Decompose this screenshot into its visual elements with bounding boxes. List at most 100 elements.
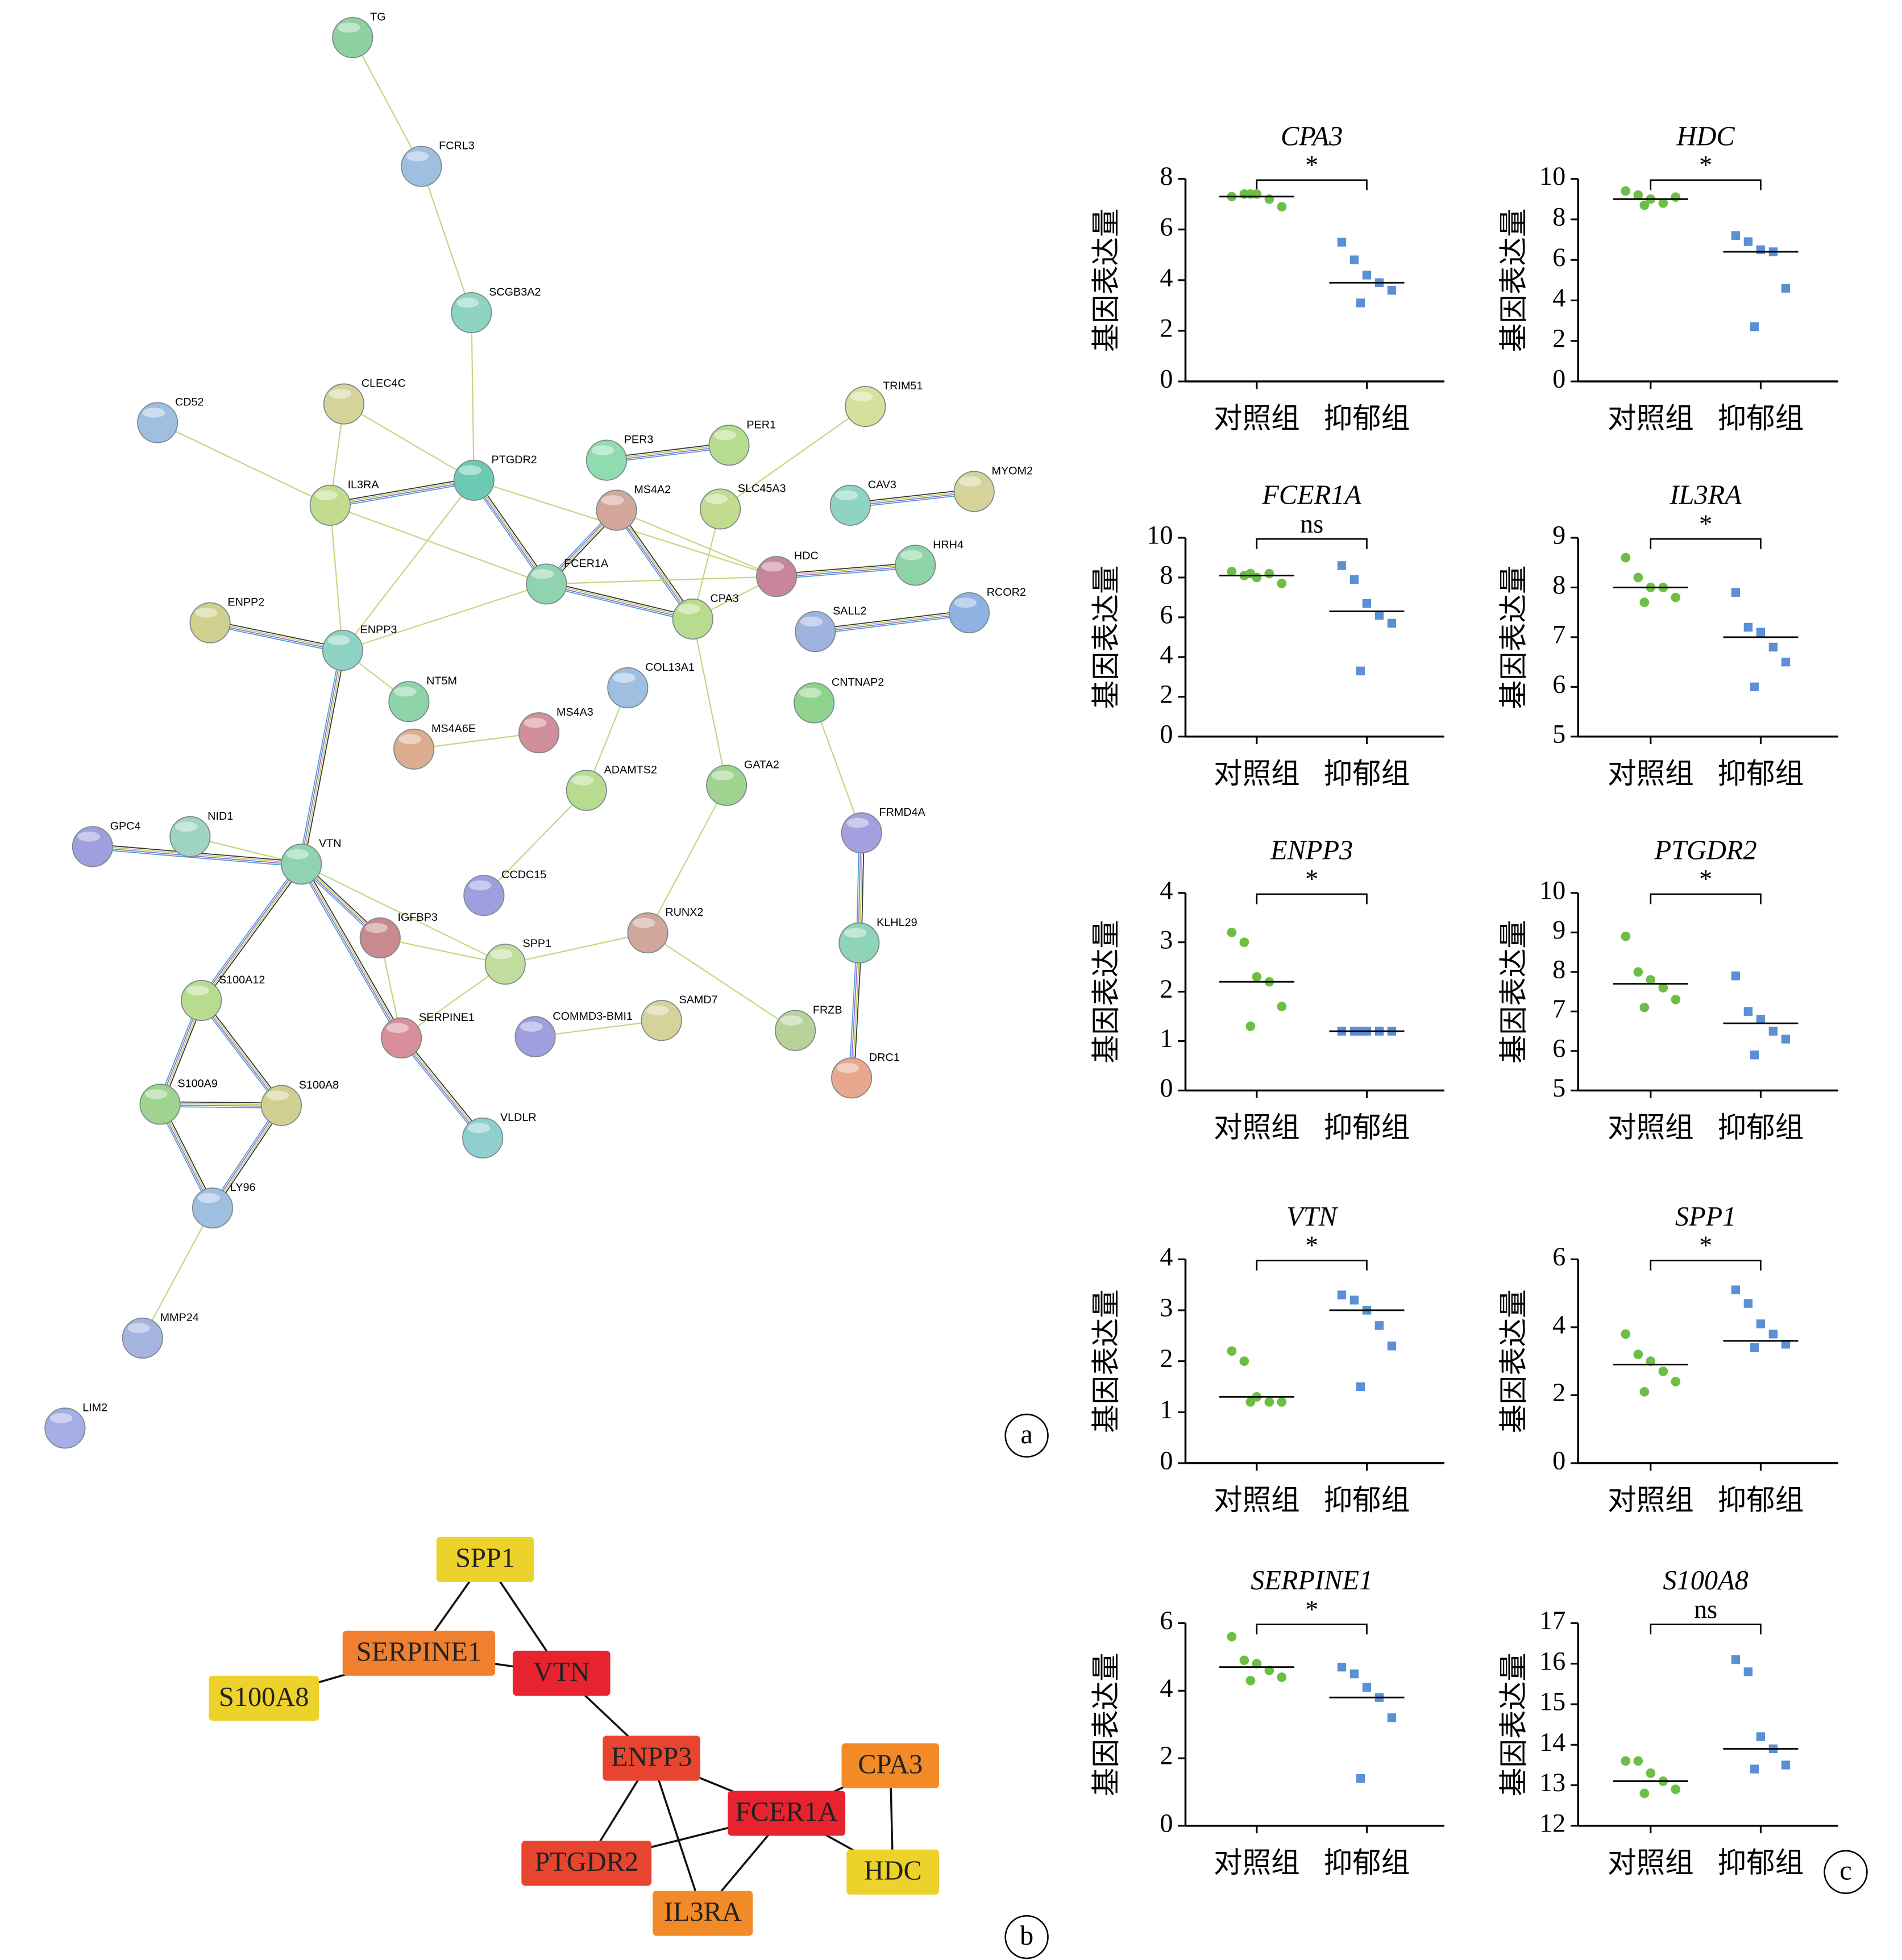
data-point (1337, 238, 1347, 247)
data-point (1658, 983, 1668, 993)
node-highlight (127, 1323, 150, 1334)
edge (505, 932, 648, 965)
node-label: CPA3 (711, 592, 739, 605)
node-label: S100A8 (299, 1079, 339, 1091)
node (596, 489, 637, 531)
edge (200, 863, 301, 1000)
data-point (1277, 1397, 1287, 1407)
node (463, 875, 505, 916)
panel-letter-c: c (1824, 1850, 1868, 1894)
edge (472, 480, 546, 585)
edge (813, 703, 862, 833)
data-point (1633, 1349, 1643, 1360)
data-point (1756, 1732, 1766, 1741)
data-point (1277, 1002, 1287, 1011)
data-point (1239, 937, 1249, 948)
chart-title: SPP1 (1675, 1202, 1736, 1232)
edge (776, 564, 916, 576)
data-point (1639, 1387, 1650, 1397)
node-box (603, 1735, 700, 1781)
y-axis-label: 基因表达量 (1090, 920, 1122, 1064)
node-highlight (799, 688, 822, 698)
edge (92, 846, 302, 866)
node-highlight (780, 1015, 803, 1025)
x-tick-label: 对照组 (1214, 1484, 1300, 1516)
data-point (1731, 1655, 1741, 1664)
edge (850, 493, 975, 508)
node-label: DRC1 (869, 1051, 900, 1064)
edge (614, 511, 691, 621)
node (845, 385, 886, 427)
x-tick-label: 对照组 (1608, 758, 1694, 790)
y-tick-label: 0 (1160, 719, 1173, 748)
x-tick-label: 对照组 (1608, 402, 1694, 434)
data-point (1768, 1027, 1778, 1036)
data-point (1252, 1659, 1262, 1669)
y-axis-label: 基因表达量 (1090, 208, 1122, 352)
node-highlight (646, 1005, 669, 1016)
y-tick-label: 2 (1160, 314, 1173, 343)
node-label: HDC (864, 1856, 922, 1886)
data-point (1768, 1330, 1778, 1339)
data-point (1621, 553, 1631, 563)
y-axis-label: 基因表达量 (1498, 565, 1530, 709)
data-point (1239, 1655, 1249, 1666)
data-point (1781, 657, 1791, 667)
data-point (1671, 592, 1681, 603)
node-highlight (711, 770, 734, 780)
panel-label: a (1020, 1419, 1032, 1450)
data-point (1227, 1346, 1237, 1356)
y-tick-label: 0 (1160, 1446, 1173, 1475)
dot-plot: 0 2 4 6 8 10 对照组 抑郁组 FCER1A 基因表达量 ns (1090, 480, 1444, 790)
node-label: VTN (533, 1657, 589, 1687)
edge (615, 510, 693, 620)
y-tick-label: 7 (1552, 994, 1565, 1023)
node-highlight (761, 561, 784, 572)
node (332, 16, 373, 59)
edge (474, 479, 548, 584)
significance-label: * (1699, 865, 1712, 894)
edge (199, 862, 300, 999)
node-highlight (633, 917, 655, 928)
significance-bracket (1650, 893, 1762, 904)
data-point (1671, 192, 1681, 202)
node-highlight (959, 476, 982, 487)
node-label: TRIM51 (883, 380, 923, 392)
edge (618, 508, 695, 618)
node (309, 484, 351, 526)
edge (330, 479, 474, 505)
data-point (1633, 190, 1643, 200)
edge (213, 1106, 283, 1209)
y-tick-label: 1 (1160, 1395, 1173, 1424)
edge (546, 576, 777, 585)
y-tick-label: 8 (1160, 560, 1173, 589)
edge (303, 650, 346, 865)
edge (301, 863, 403, 1038)
edge (330, 482, 475, 508)
panel-label: b (1020, 1921, 1033, 1951)
node (841, 812, 882, 854)
node-highlight (393, 686, 417, 697)
node-highlight (456, 297, 479, 308)
data-point (1252, 972, 1262, 982)
data-point (1658, 198, 1668, 208)
y-tick-label: 10 (1539, 875, 1565, 904)
node-highlight (186, 985, 209, 996)
node (451, 292, 492, 334)
panel-label: c (1839, 1856, 1851, 1886)
data-point (1731, 1285, 1741, 1294)
data-point (1743, 622, 1753, 632)
edge (471, 481, 545, 586)
node-highlight (705, 494, 728, 504)
data-point (1387, 1713, 1397, 1722)
node-highlight (836, 1062, 859, 1073)
node-label: CPA3 (858, 1750, 923, 1780)
data-point (1362, 1683, 1372, 1692)
node (829, 484, 871, 526)
x-tick-label: 抑郁组 (1324, 402, 1410, 434)
node-label: LY96 (230, 1181, 256, 1194)
significance-bracket (1650, 179, 1762, 190)
chart-title: IL3RA (1669, 480, 1742, 510)
edge (850, 488, 974, 504)
y-tick-label: 7 (1552, 620, 1565, 649)
